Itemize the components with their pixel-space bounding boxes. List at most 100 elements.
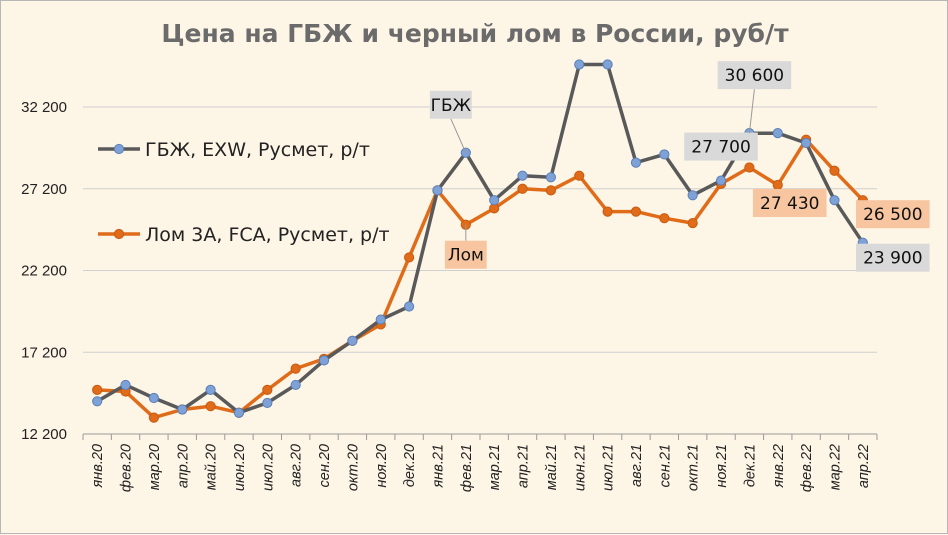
- x-tick-label: сен.20: [317, 444, 333, 487]
- data-point: [290, 379, 301, 391]
- data-point: [177, 404, 188, 415]
- y-tick-label: 27 200: [21, 181, 67, 198]
- x-tick-label: дек.20: [402, 444, 418, 487]
- data-point: [687, 190, 698, 201]
- data-point: [404, 301, 415, 312]
- x-tick-label: май.21: [544, 444, 560, 490]
- callout-label: ГБЖ: [431, 96, 471, 116]
- data-point: [347, 335, 358, 346]
- y-tick-label: 17 200: [21, 344, 67, 361]
- data-point: [205, 384, 216, 395]
- x-tick-label: янв.20: [90, 444, 106, 488]
- legend-swatch-marker: [113, 143, 125, 155]
- data-point: [801, 137, 812, 149]
- x-tick-label: июн.20: [232, 444, 248, 491]
- data-point: [404, 252, 415, 263]
- x-tick-label: апр.20: [175, 444, 191, 488]
- y-tick-label: 32 200: [21, 99, 67, 116]
- legend: ГБЖ, EXW, Русмет, р/т Лом 3А, FCA, Русмет…: [98, 139, 390, 246]
- x-tick-label: окт.21: [686, 444, 702, 491]
- x-tick-label: июл.20: [260, 444, 276, 491]
- x-tick-label: сен.21: [657, 444, 673, 487]
- data-point: [148, 392, 159, 404]
- callout-label: Лом: [448, 246, 484, 266]
- x-tick-label: мар.22: [827, 444, 843, 490]
- x-tick-label: июн.21: [572, 444, 588, 491]
- data-point: [659, 213, 670, 224]
- data-point: [233, 407, 245, 418]
- x-tick-label: янв.21: [430, 444, 446, 488]
- data-point: [687, 217, 698, 229]
- data-point: [630, 206, 642, 217]
- x-tick-label: дек.21: [742, 444, 758, 487]
- callout-label: 26 500: [863, 205, 922, 225]
- y-tick-label: 12 200: [21, 426, 67, 443]
- data-point: [829, 165, 840, 176]
- x-tick-label: апр.21: [516, 444, 532, 488]
- callout-box: [684, 132, 758, 161]
- data-point: [205, 401, 216, 412]
- x-tick-label: апр.22: [856, 444, 872, 488]
- chart-title: Цена на ГБЖ и черный лом в России, руб/т: [161, 19, 789, 48]
- data-point: [602, 206, 613, 217]
- data-point: [318, 355, 330, 366]
- data-point: [744, 162, 755, 173]
- data-point: [715, 175, 727, 186]
- data-point: [630, 157, 642, 168]
- callout-box: [856, 243, 930, 272]
- data-point: [772, 179, 783, 191]
- gridlines: [83, 106, 877, 353]
- x-tick-label: авг.20: [289, 444, 305, 487]
- callout-box: [429, 90, 472, 119]
- legend-label: Лом 3А, FCA, Русмет, р/т: [145, 224, 390, 246]
- data-point: [489, 195, 500, 206]
- data-point: [829, 195, 840, 206]
- callout-leader: [450, 118, 467, 153]
- data-point: [148, 412, 159, 423]
- callout-label: 30 600: [725, 66, 784, 86]
- callout-label: 23 900: [863, 249, 922, 269]
- data-point: [290, 363, 301, 374]
- data-point: [92, 384, 103, 395]
- x-tick-label: ноя.20: [374, 444, 390, 488]
- callout-leader: [748, 89, 755, 134]
- data-point: [574, 170, 585, 181]
- callouts: ГБЖ Лом 27 700 30 600 27 430 26 500 23 900: [429, 61, 930, 272]
- callout-box: [856, 200, 930, 229]
- series-line: [95, 137, 865, 420]
- data-point: [602, 59, 613, 70]
- callout-box: [752, 188, 827, 217]
- x-tick-label: окт.20: [345, 444, 361, 491]
- x-tick-label: июл.21: [601, 444, 617, 491]
- data-point: [262, 384, 273, 395]
- data-point: [517, 170, 528, 181]
- x-tick-label: фев.21: [459, 444, 475, 492]
- y-tick-label: 22 200: [21, 263, 67, 280]
- x-tick-label: фев.22: [799, 444, 815, 492]
- callout-box: [444, 240, 487, 269]
- data-point: [262, 397, 273, 409]
- data-point: [517, 183, 528, 194]
- callout-label: 27 700: [691, 138, 750, 158]
- callout-box: [717, 61, 792, 90]
- x-tick-label: мар.20: [147, 444, 163, 490]
- data-point: [545, 172, 556, 183]
- x-tick-label: авг.21: [629, 444, 645, 487]
- x-tick-label: мар.21: [487, 444, 503, 490]
- data-point: [375, 314, 386, 325]
- data-point: [120, 379, 131, 391]
- callout-label: 27 430: [760, 194, 819, 214]
- legend-swatch-marker: [113, 228, 125, 240]
- data-point: [772, 128, 783, 139]
- x-tick-label: май.20: [204, 444, 220, 490]
- x-tick-label: янв.22: [771, 444, 787, 488]
- axes: 12 200 17 200 22 200 27 200 32 200 янв.20 фев.…: [21, 99, 878, 492]
- data-point: [574, 59, 585, 70]
- legend-label: ГБЖ, EXW, Русмет, р/т: [145, 139, 370, 161]
- data-point: [545, 185, 556, 196]
- x-tick-label: ноя.21: [714, 444, 730, 488]
- x-tick-label: фев.20: [119, 444, 135, 492]
- data-point: [659, 149, 670, 160]
